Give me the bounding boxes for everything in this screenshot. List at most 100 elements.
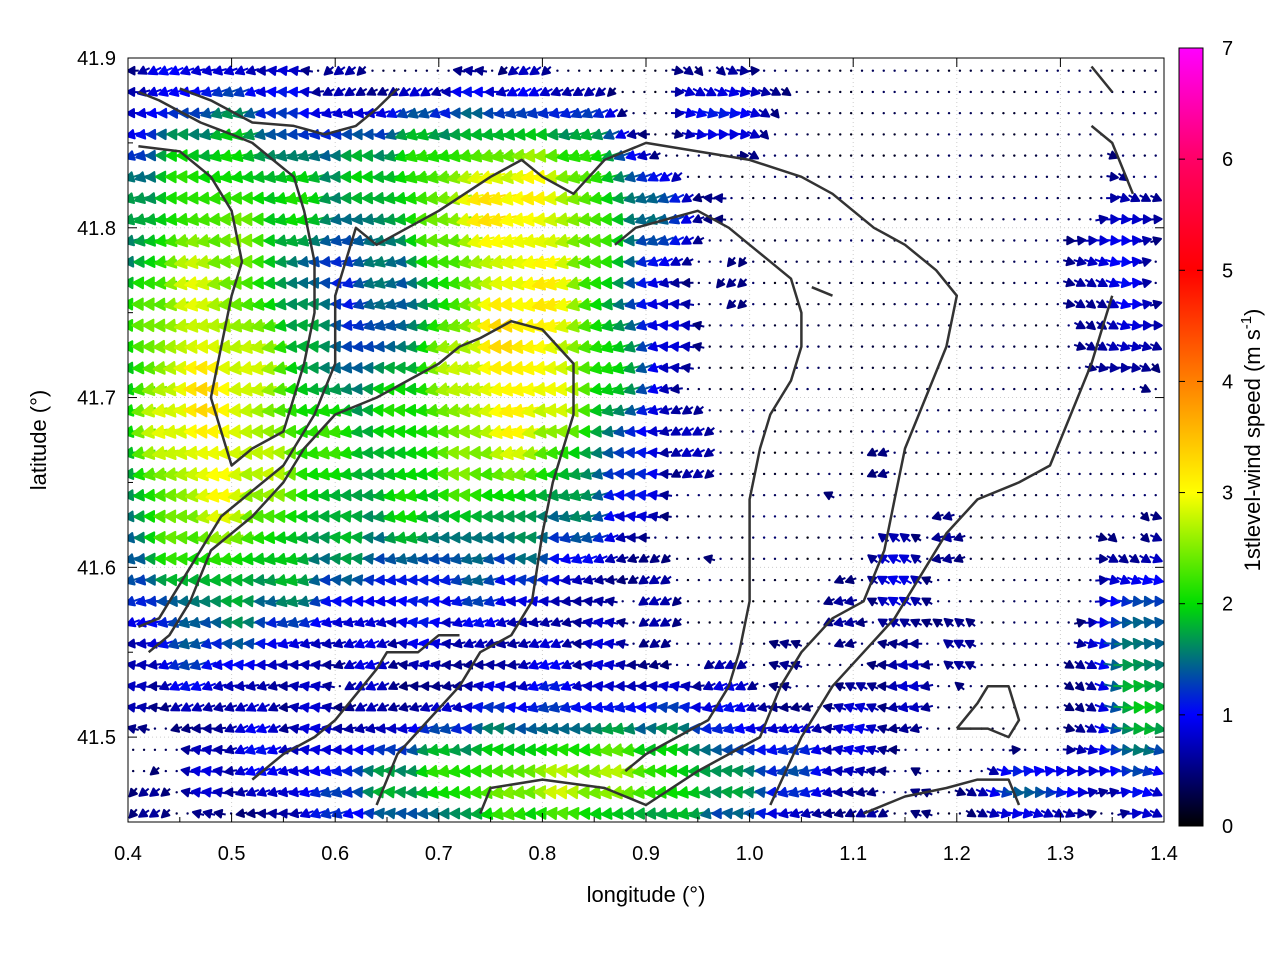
wind-arrow — [131, 748, 135, 752]
wind-arrow — [431, 681, 444, 691]
wind-arrow — [278, 744, 292, 755]
wind-arrow — [784, 621, 788, 624]
wind-arrow — [871, 69, 875, 72]
wind-arrow — [1023, 430, 1027, 433]
wind-arrow — [180, 787, 194, 798]
wind-arrow — [332, 108, 347, 118]
wind-arrow — [128, 596, 141, 607]
wind-arrow — [817, 663, 820, 667]
wind-arrow — [1084, 681, 1097, 691]
wind-arrow — [682, 405, 694, 415]
wind-arrow — [762, 557, 766, 561]
x-tick-label: 0.7 — [425, 843, 453, 865]
wind-arrow — [1121, 69, 1125, 72]
wind-arrow — [893, 324, 896, 327]
wind-arrow — [898, 723, 912, 734]
wind-arrow — [947, 727, 951, 730]
wind-arrow — [762, 345, 766, 348]
wind-arrow — [626, 129, 640, 139]
wind-arrow — [719, 430, 722, 433]
wind-arrow — [686, 621, 690, 624]
wind-arrow — [660, 617, 672, 627]
wind-arrow — [947, 600, 951, 603]
wind-arrow — [741, 409, 744, 412]
wind-arrow — [843, 702, 858, 713]
wind-arrow — [1034, 642, 1038, 645]
wind-arrow — [1051, 808, 1065, 818]
wind-arrow — [632, 90, 635, 94]
wind-arrow — [235, 787, 249, 797]
wind-arrow — [834, 638, 846, 648]
wind-arrow — [1095, 532, 1108, 542]
wind-arrow — [396, 107, 414, 119]
wind-arrow — [849, 69, 853, 72]
wind-arrow — [849, 175, 853, 179]
wind-arrow — [657, 235, 675, 246]
wind-arrow — [671, 129, 684, 139]
wind-arrow — [817, 684, 820, 688]
wind-arrow — [680, 320, 695, 331]
wind-arrow — [1045, 133, 1049, 136]
wind-arrow — [958, 281, 962, 285]
wind-arrow — [213, 745, 227, 755]
wind-arrow — [708, 600, 711, 603]
wind-arrow — [1067, 536, 1070, 539]
wind-arrow — [1127, 574, 1142, 585]
wind-arrow — [1023, 536, 1027, 539]
wind-arrow — [1078, 451, 1081, 454]
wind-arrow — [790, 639, 803, 649]
wind-arrow — [719, 600, 722, 603]
wind-arrow — [936, 281, 940, 285]
wind-arrow — [773, 175, 777, 179]
wind-arrow — [719, 239, 722, 242]
wind-arrow — [1023, 387, 1027, 391]
wind-arrow — [713, 129, 729, 140]
wind-arrow — [1114, 616, 1133, 629]
colorbar-tick-label: 4 — [1222, 371, 1233, 393]
wind-arrow — [1034, 748, 1038, 752]
wind-arrow — [697, 536, 701, 539]
x-tick-label: 0.8 — [528, 843, 556, 865]
wind-arrow — [1132, 154, 1136, 157]
wind-arrow — [637, 532, 651, 543]
wind-arrow — [323, 66, 335, 76]
colorbar-label-close: ) — [1240, 309, 1265, 316]
wind-arrow — [958, 69, 962, 72]
wind-arrow — [1006, 765, 1023, 777]
wind-arrow — [278, 723, 292, 734]
wind-arrow — [496, 660, 510, 670]
wind-arrow — [1124, 659, 1145, 671]
wind-arrow — [1154, 69, 1157, 72]
wind-arrow — [636, 171, 653, 182]
wind-arrow — [730, 451, 733, 454]
wind-arrow — [354, 723, 368, 734]
wind-arrow — [833, 724, 847, 734]
wind-arrow — [299, 638, 314, 649]
wind-arrow — [1002, 430, 1005, 433]
wind-arrow — [191, 745, 205, 755]
wind-arrow — [741, 536, 744, 539]
wind-arrow — [1056, 642, 1060, 645]
wind-arrow — [131, 769, 135, 773]
wind-arrow — [746, 702, 760, 712]
wind-arrow — [647, 426, 663, 437]
terrain-contour-line — [614, 209, 803, 773]
wind-arrow — [490, 69, 494, 72]
wind-arrow — [882, 175, 885, 179]
wind-arrow — [1056, 260, 1060, 263]
wind-arrow — [1121, 430, 1125, 433]
wind-arrow — [1094, 766, 1110, 777]
wind-arrow — [893, 69, 896, 72]
wind-arrow — [752, 536, 755, 539]
wind-arrow — [991, 557, 994, 561]
wind-arrow — [991, 154, 994, 157]
wind-arrow — [1089, 175, 1092, 179]
wind-arrow — [473, 617, 489, 628]
wind-arrow — [708, 239, 711, 242]
wind-arrow — [1067, 196, 1070, 200]
wind-arrow — [137, 65, 151, 75]
wind-arrow — [762, 600, 766, 603]
wind-arrow — [817, 451, 820, 454]
wind-arrow — [1154, 175, 1157, 179]
wind-arrow — [592, 532, 609, 543]
